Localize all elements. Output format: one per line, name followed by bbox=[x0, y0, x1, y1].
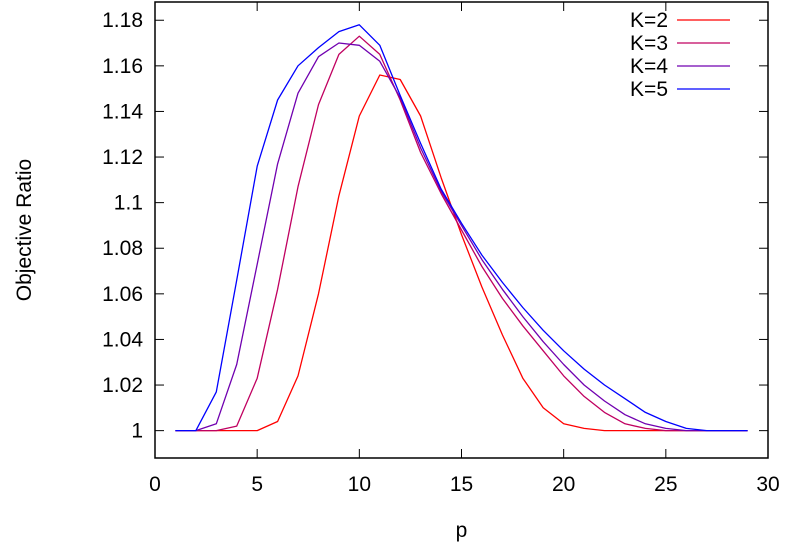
x-axis-title: p bbox=[456, 519, 468, 542]
legend: K=2K=3K=4K=5 bbox=[630, 9, 730, 101]
x-tick-label: 20 bbox=[552, 473, 575, 496]
series-line-k2 bbox=[175, 75, 747, 431]
y-tick-label: 1 bbox=[131, 420, 143, 443]
y-axis-title: Objective Ratio bbox=[13, 159, 36, 301]
y-tick-label: 1.1 bbox=[114, 192, 143, 215]
x-tick-label: 30 bbox=[756, 473, 779, 496]
y-tick-label: 1.12 bbox=[102, 146, 143, 169]
x-tick-label: 10 bbox=[348, 473, 371, 496]
y-tick-label: 1.06 bbox=[102, 283, 143, 306]
y-tick-label: 1.08 bbox=[102, 237, 143, 260]
series-line-k4 bbox=[175, 43, 747, 431]
y-tick-label: 1.02 bbox=[102, 374, 143, 397]
legend-label: K=5 bbox=[630, 78, 668, 101]
x-tick-label: 0 bbox=[149, 473, 161, 496]
x-tick-label: 25 bbox=[654, 473, 677, 496]
axis-ticks: 0 5 10 15 20 25 30 1 1.02 1.04 1.06 1.08 1.1 1.12 1.14… bbox=[102, 2, 780, 496]
legend-label: K=2 bbox=[630, 9, 668, 32]
legend-label: K=4 bbox=[630, 55, 668, 78]
legend-label: K=3 bbox=[630, 32, 668, 55]
y-tick-label: 1.16 bbox=[102, 55, 143, 78]
y-tick-label: 1.04 bbox=[102, 328, 143, 351]
y-tick-label: 1.14 bbox=[102, 100, 143, 123]
y-tick-label: 1.18 bbox=[102, 9, 143, 32]
x-tick-label: 15 bbox=[450, 473, 473, 496]
x-tick-label: 5 bbox=[251, 473, 263, 496]
